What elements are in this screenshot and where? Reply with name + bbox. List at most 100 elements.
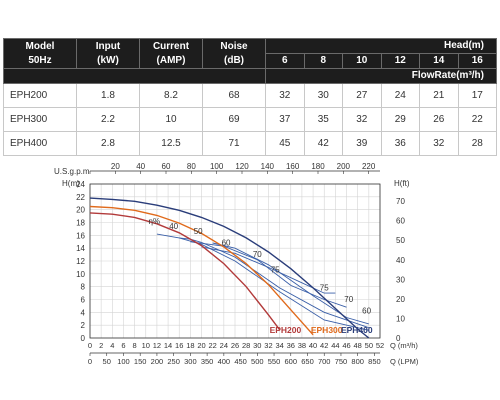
header-current: Current (AMP) — [139, 38, 203, 69]
x-tick-label-m3h: 38 — [298, 341, 306, 350]
y-axis-label-ft: H(ft) — [394, 179, 410, 188]
efficiency-value-label: 60 — [222, 239, 231, 248]
cell-current: 12.5 — [139, 131, 203, 156]
lpm-tick-label: 150 — [134, 357, 147, 366]
y-tick-label-m: 4 — [81, 308, 86, 317]
cell-flow: 45 — [265, 131, 305, 156]
lpm-tick-label: 600 — [285, 357, 298, 366]
x-tick-label-m3h: 48 — [354, 341, 362, 350]
x-tick-label-m3h: 16 — [175, 341, 183, 350]
usgpm-axis-label: U.S.g.p.m — [54, 167, 90, 176]
x-tick-label-m3h: 22 — [209, 341, 217, 350]
cell-flow: 32 — [419, 131, 459, 156]
header-spacer — [3, 68, 266, 84]
series-line — [89, 197, 370, 339]
efficiency-value-label: 70 — [253, 250, 262, 259]
lpm-tick-label: 350 — [201, 357, 214, 366]
efficiency-label: η% — [149, 217, 161, 226]
cell-model: EPH300 — [3, 107, 77, 132]
y-tick-label-m: 18 — [76, 219, 85, 228]
legend-label: EPH200 — [270, 325, 302, 335]
table-row: EPH300 2.2 10 69 37 35 32 29 26 22 — [3, 107, 497, 132]
y-tick-label-ft: 50 — [396, 236, 405, 245]
y-tick-label-m: 14 — [76, 244, 85, 253]
x-tick-label-m3h: 0 — [88, 341, 92, 350]
y-tick-label-m: 22 — [76, 193, 85, 202]
x-tick-label-m3h: 8 — [133, 341, 137, 350]
cell-current: 8.2 — [139, 83, 203, 108]
header-model: Model 50Hz — [3, 38, 77, 69]
header-noise-line2: (dB) — [224, 54, 244, 66]
x-tick-label-m3h: 34 — [275, 341, 283, 350]
cell-current: 10 — [139, 107, 203, 132]
y-tick-label-m: 12 — [76, 257, 85, 266]
pump-curve-chart: 024681012141618202224H(m)010203040506070… — [54, 162, 419, 366]
header-model-line2: 50Hz — [28, 54, 52, 66]
cell-flow: 32 — [265, 83, 305, 108]
cell-model: EPH200 — [3, 83, 77, 108]
cell-flow: 32 — [342, 107, 382, 132]
y-tick-label-m: 8 — [81, 283, 86, 292]
cell-noise: 71 — [202, 131, 266, 156]
y-axis-label-m: H(m) — [62, 179, 80, 188]
y-tick-label-m: 2 — [81, 321, 86, 330]
usgpm-tick-label: 220 — [362, 162, 376, 171]
usgpm-tick-label: 60 — [162, 162, 171, 171]
x-axis-label-m3h: Q (m³/h) — [390, 341, 418, 350]
cell-flow: 36 — [380, 131, 420, 156]
cell-model: EPH400 — [3, 131, 77, 156]
lpm-tick-label: 250 — [167, 357, 180, 366]
lpm-tick-label: 800 — [351, 357, 364, 366]
y-tick-label-m: 16 — [76, 231, 85, 240]
x-tick-label-m3h: 24 — [220, 341, 228, 350]
x-tick-label-m3h: 28 — [242, 341, 250, 350]
x-tick-label-m3h: 42 — [320, 341, 328, 350]
cell-flow: 24 — [380, 83, 420, 108]
cell-noise: 69 — [202, 107, 266, 132]
x-tick-label-m3h: 36 — [287, 341, 295, 350]
cell-flow: 22 — [457, 107, 497, 132]
cell-flow: 35 — [303, 107, 343, 132]
lpm-tick-label: 100 — [117, 357, 130, 366]
efficiency-value-label: 75 — [320, 284, 329, 293]
lpm-tick-label: 450 — [234, 357, 247, 366]
cell-noise: 68 — [202, 83, 266, 108]
plot-frame — [89, 183, 381, 339]
lpm-tick-label: 850 — [368, 357, 381, 366]
lpm-tick-label: 750 — [335, 357, 348, 366]
x-tick-label-m3h: 32 — [264, 341, 272, 350]
usgpm-tick-label: 180 — [311, 162, 325, 171]
legend-label: EPH400 — [341, 325, 373, 335]
y-tick-label-ft: 60 — [396, 217, 405, 226]
head-value: 8 — [303, 53, 343, 69]
usgpm-tick-label: 120 — [235, 162, 249, 171]
x-tick-label-m3h: 4 — [110, 341, 114, 350]
header-current-line1: Current — [152, 40, 190, 52]
y-tick-label-ft: 30 — [396, 275, 405, 284]
usgpm-tick-label: 160 — [286, 162, 300, 171]
header-input-line1: Input — [95, 40, 121, 52]
header-input: Input (kW) — [76, 38, 140, 69]
usgpm-tick-label: 80 — [187, 162, 196, 171]
lpm-axis-label: Q (LPM) — [390, 357, 419, 366]
series-line — [89, 205, 314, 336]
table-row: EPH200 1.8 8.2 68 32 30 27 24 21 17 — [3, 83, 497, 108]
cell-flow: 37 — [265, 107, 305, 132]
cell-flow: 27 — [342, 83, 382, 108]
x-tick-label-m3h: 26 — [231, 341, 239, 350]
x-tick-label-m3h: 52 — [376, 341, 384, 350]
series-line — [89, 212, 281, 331]
efficiency-value-label: 50 — [194, 227, 203, 236]
lpm-tick-label: 650 — [301, 357, 314, 366]
usgpm-tick-label: 140 — [261, 162, 275, 171]
x-tick-label-m3h: 30 — [253, 341, 261, 350]
y-tick-label-ft: 10 — [396, 314, 405, 323]
y-tick-label-m: 0 — [81, 334, 86, 343]
cell-input: 1.8 — [76, 83, 140, 108]
y-tick-label-ft: 40 — [396, 256, 405, 265]
lpm-tick-label: 550 — [268, 357, 281, 366]
cell-flow: 21 — [419, 83, 459, 108]
cell-flow: 30 — [303, 83, 343, 108]
y-tick-label-ft: 0 — [396, 334, 401, 343]
lpm-tick-label: 700 — [318, 357, 331, 366]
